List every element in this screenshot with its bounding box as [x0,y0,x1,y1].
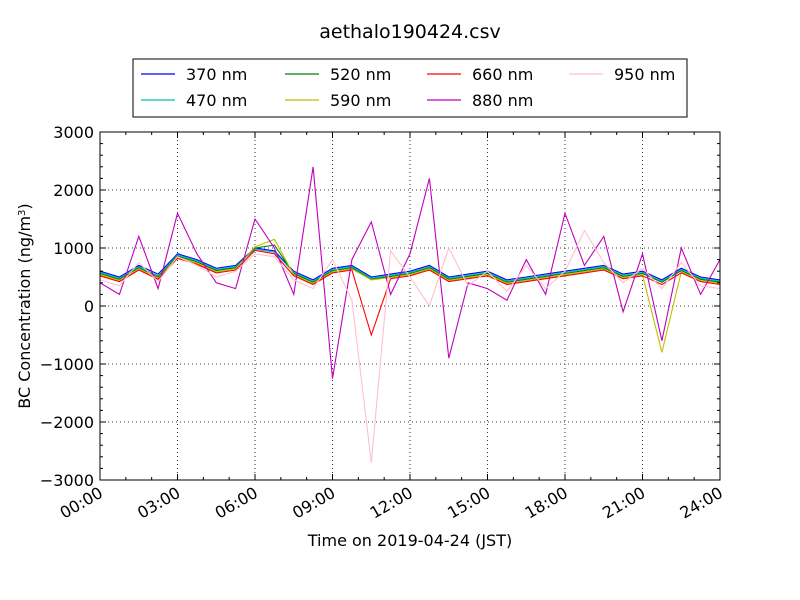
series-line [99,229,721,463]
y-axis-title-main: BC Concentration (ng/m [15,216,34,409]
legend-label: 470 nm [186,91,247,110]
y-tick-label: −2000 [40,413,94,432]
x-tick-label: 06:00 [212,483,261,523]
x-tick-label: 12:00 [367,483,416,523]
y-tick-label: 2000 [53,181,94,200]
legend-label: 880 nm [472,91,533,110]
grid [100,132,720,480]
chart-title: aethalo190424.csv [319,21,501,43]
legend-label: 950 nm [614,65,675,84]
legend: 370 nm 470 nm 520 nm 590 nm 660 nm 880 nm 950 … [132,58,688,118]
y-axis-title-suffix: ) [15,203,34,209]
series-line [99,166,721,379]
y-axis-title-sup: 3 [17,210,28,216]
y-tick-label: −3000 [40,471,94,490]
legend-label: 590 nm [330,91,391,110]
series-group [99,166,721,463]
x-tick-label: 21:00 [599,483,648,523]
series-line [99,244,721,283]
x-tick-label: 09:00 [289,483,338,523]
y-tick-label: 1000 [53,239,94,258]
x-tick-label: 18:00 [522,483,571,523]
y-tick-label: 0 [84,297,94,316]
x-axis-title: Time on 2019-04-24 (JST) [307,531,512,550]
legend-label: 370 nm [186,65,247,84]
y-tick-label: −1000 [40,355,94,374]
legend-box [132,58,688,118]
legend-label: 520 nm [330,65,391,84]
x-tick-label: 15:00 [444,483,493,523]
y-axis-title: BC Concentration (ng/m3) [15,203,34,408]
x-tick-label: 24:00 [677,483,726,523]
y-tick-label: 3000 [53,123,94,142]
series-line [99,238,721,353]
legend-label: 660 nm [472,65,533,84]
x-tick-label: 03:00 [134,483,183,523]
